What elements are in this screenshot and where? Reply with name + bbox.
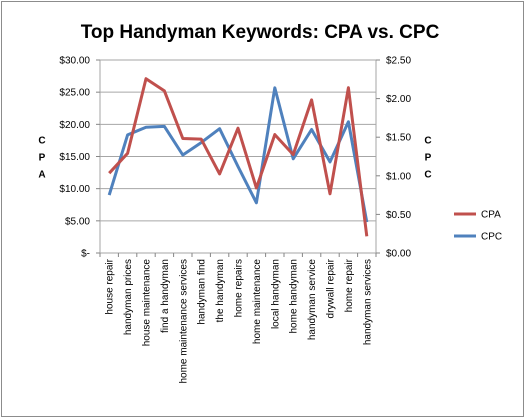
chart-title: Top Handyman Keywords: CPA vs. CPC: [81, 22, 440, 43]
x-tick-label: handyman services: [362, 259, 373, 345]
legend-label-cpc: CPC: [481, 232, 502, 243]
y-tick-label-left: $10.00: [59, 184, 90, 195]
y-tick-label-right: $2.50: [386, 56, 411, 67]
axis-title-letter: C: [38, 136, 45, 147]
y-axis-right: $0.00 $0.50 $1.00 $1.50 $2.00 $2.50: [376, 56, 411, 260]
x-tick-label: home maintenance: [252, 259, 263, 344]
x-tick-label: home repairs: [234, 259, 245, 317]
x-axis: house repair handyman prices house mainten…: [99, 253, 377, 384]
axis-title-letter: P: [425, 153, 432, 164]
y-tick-label-left: $25.00: [59, 88, 90, 99]
x-tick-label: home repair: [344, 258, 355, 312]
axis-title-letter: A: [38, 170, 45, 181]
y-tick-label-left: $30.00: [59, 56, 90, 67]
x-tick-label: house maintenance: [142, 259, 153, 347]
y-tick-label-right: $1.50: [386, 133, 411, 144]
legend: CPA CPC: [454, 210, 502, 243]
y-tick-label-right: $2.00: [386, 94, 411, 105]
x-tick-label: handyman prices: [123, 259, 134, 335]
x-tick-label: handyman find: [197, 259, 208, 325]
y-tick-label-left: $5.00: [65, 216, 90, 227]
x-tick-label: drywall repair: [326, 258, 337, 318]
y-tick-label-left: $-: [81, 249, 90, 260]
x-tick-label: find a handyman: [160, 259, 171, 333]
y-tick-label-right: $0.50: [386, 210, 411, 221]
series-line-cpa: [108, 77, 369, 237]
x-tick-label: local handyman: [270, 259, 281, 329]
y-axis-right-title: CPC: [424, 136, 431, 181]
y-tick-label-left: $15.00: [59, 152, 90, 163]
axis-title-letter: P: [39, 153, 46, 164]
x-tick-label: the handyman: [215, 259, 226, 322]
x-tick-label: home handyman: [289, 259, 300, 334]
x-tick-label: house repair: [105, 258, 116, 314]
y-axis-left-title: CPA: [38, 136, 45, 181]
series-line-cpc: [107, 86, 369, 223]
x-tick-label: handyman service: [307, 259, 318, 341]
series-lines: [107, 77, 369, 237]
y-tick-label-right: $0.00: [386, 249, 411, 260]
legend-label-cpa: CPA: [481, 210, 501, 221]
axis-title-letter: C: [424, 170, 431, 181]
y-tick-label-right: $1.00: [386, 171, 411, 182]
x-tick-label: home maintenance services: [178, 259, 189, 384]
y-axis-left: $- $5.00 $10.00 $15.00 $20.00 $25.00 $30.00: [59, 56, 100, 260]
axis-title-letter: C: [424, 136, 431, 147]
y-tick-label-left: $20.00: [59, 120, 90, 131]
